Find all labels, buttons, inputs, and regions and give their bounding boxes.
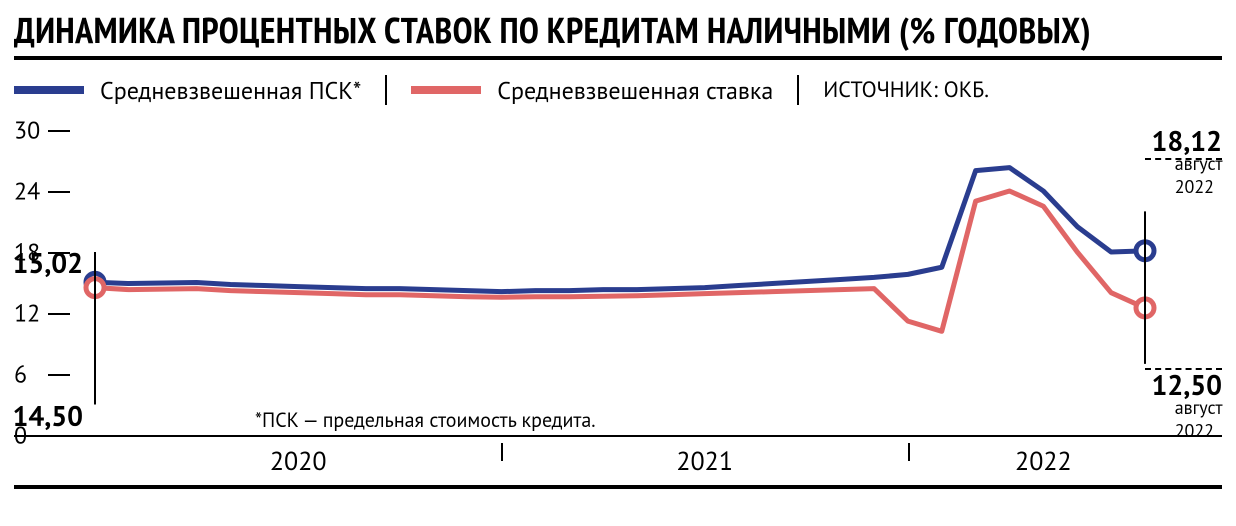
x-tick-label: 2021 <box>676 445 733 478</box>
footnote: *ПСК — предельная стоимость кредита. <box>255 407 596 433</box>
dash-leader <box>1145 158 1222 160</box>
rule-baseline <box>14 435 1222 437</box>
dash-leader <box>1145 368 1222 370</box>
callout-rate-start: 14,50 <box>12 397 83 434</box>
x-tick-label: 2022 <box>1015 445 1072 478</box>
x-tick-label: 2020 <box>270 445 327 478</box>
callout-psk-start: 15,02 <box>12 244 83 281</box>
x-separator <box>908 443 910 461</box>
rule-bottom <box>14 485 1222 489</box>
x-separator <box>501 443 503 461</box>
